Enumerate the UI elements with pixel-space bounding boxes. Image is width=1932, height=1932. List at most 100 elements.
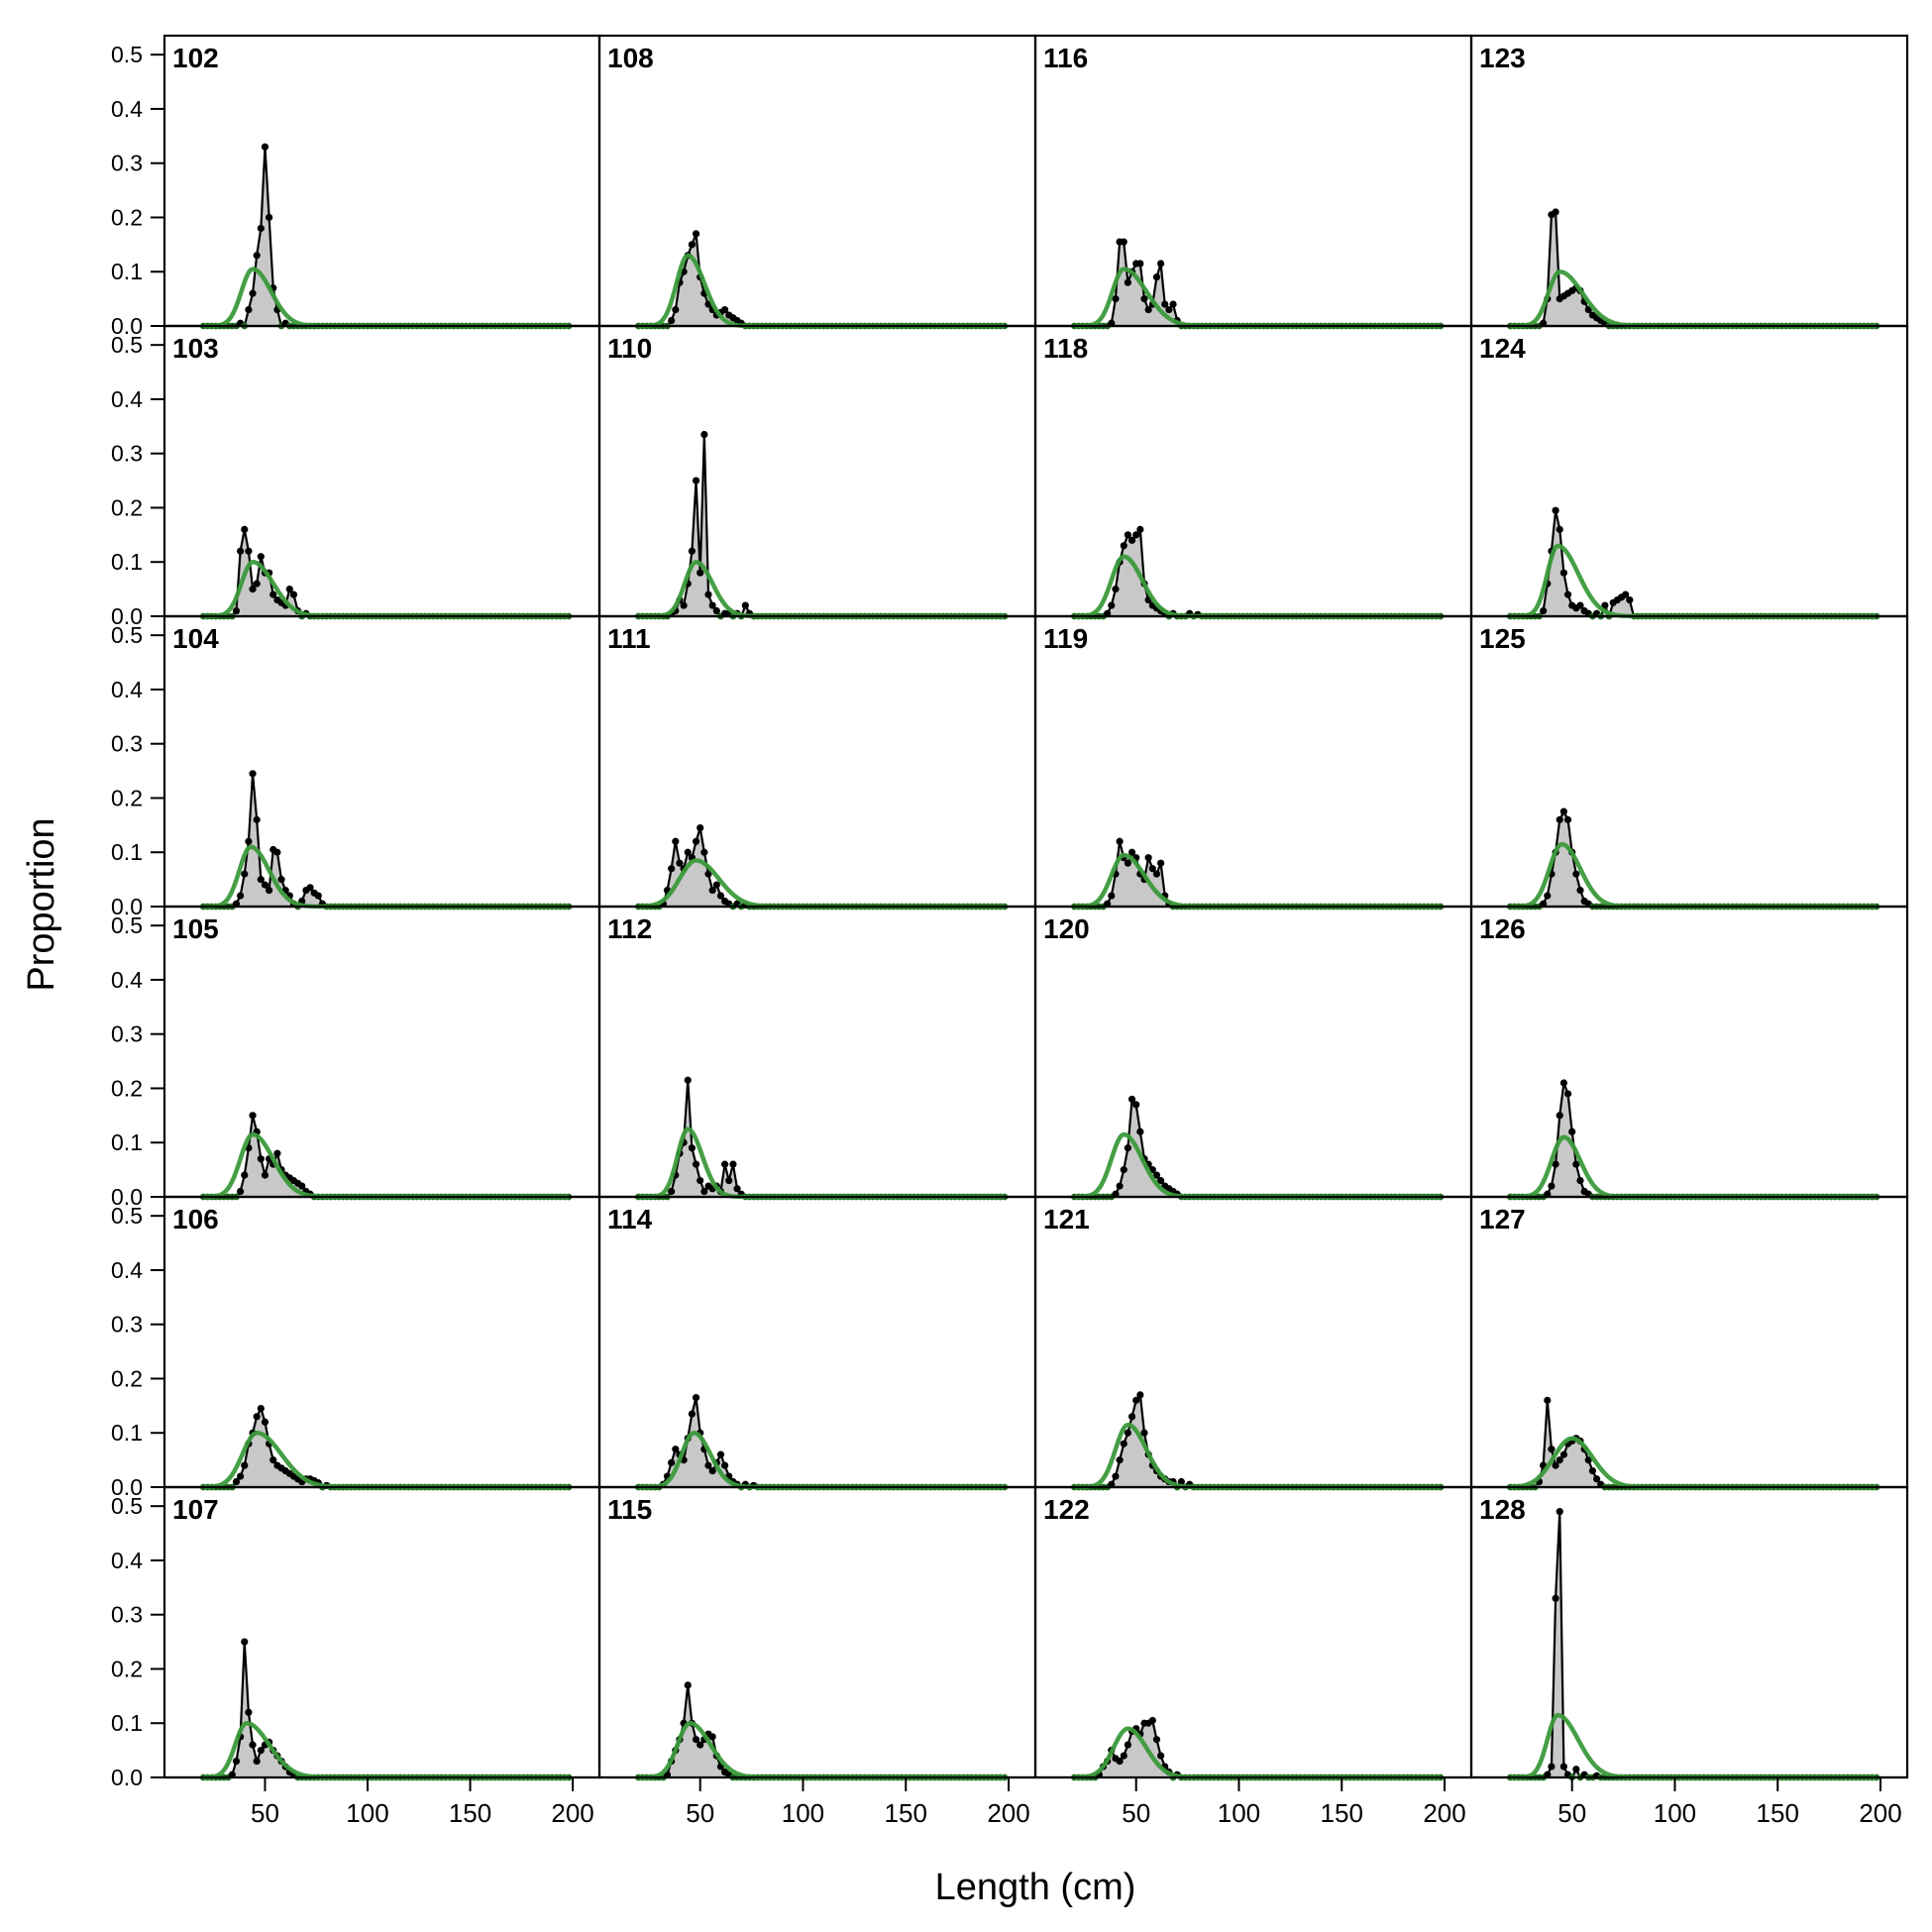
x-tick-label: 200 — [551, 1798, 593, 1828]
y-tick-label: 0.3 — [111, 1602, 143, 1628]
observed-point — [1552, 1160, 1559, 1168]
observed-point — [1552, 506, 1559, 514]
panel-label: 119 — [1043, 623, 1088, 654]
panel-label: 121 — [1043, 1204, 1090, 1234]
observed-point — [700, 430, 708, 439]
observed-point — [1124, 1429, 1131, 1437]
y-tick-label: 0.1 — [111, 1129, 143, 1155]
observed-point — [697, 823, 704, 832]
observed-point — [237, 547, 245, 555]
observed-point — [273, 848, 281, 856]
observed-point — [1120, 1166, 1127, 1174]
observed-point — [232, 1477, 241, 1486]
observed-point — [1132, 1396, 1140, 1404]
y-tick-label: 0.5 — [111, 912, 143, 938]
observed-point — [1165, 305, 1173, 314]
observed-point — [1144, 854, 1152, 862]
observed-point — [1559, 807, 1567, 815]
observed-point — [668, 1458, 676, 1466]
y-tick-label: 0.2 — [111, 1075, 143, 1101]
observed-point — [253, 1413, 261, 1421]
observed-point — [257, 553, 265, 561]
observed-point — [1588, 1466, 1597, 1475]
panel-label: 105 — [172, 913, 219, 944]
observed-point — [298, 1182, 306, 1190]
x-tick-label: 150 — [1321, 1798, 1363, 1828]
observed-point — [697, 1176, 704, 1185]
observed-point — [249, 586, 257, 593]
panel-122: 122 — [1033, 1485, 1473, 1781]
panel-label: 112 — [607, 913, 652, 944]
observed-point — [232, 606, 241, 615]
observed-point — [1559, 1079, 1567, 1087]
y-tick-label: 0.4 — [111, 677, 143, 702]
panel-label: 126 — [1479, 913, 1526, 944]
observed-point — [257, 1404, 265, 1413]
observed-point — [232, 1757, 241, 1766]
observed-point — [729, 1160, 737, 1168]
panel-label: 103 — [172, 333, 219, 364]
observed-point — [1626, 595, 1634, 604]
y-tick-label: 0.0 — [111, 1765, 143, 1790]
panel-label: 115 — [607, 1494, 652, 1525]
observed-point — [249, 289, 257, 297]
observed-point — [241, 870, 249, 878]
observed-point — [708, 1466, 716, 1475]
observed-point — [269, 1456, 277, 1464]
observed-point — [1548, 1763, 1556, 1771]
y-tick-label: 0.4 — [111, 96, 143, 122]
observed-point — [249, 1741, 257, 1749]
y-tick-label: 0.3 — [111, 1312, 143, 1338]
observed-point — [285, 586, 293, 593]
observed-point — [692, 230, 700, 238]
y-tick-label: 0.5 — [111, 332, 143, 358]
observed-point — [668, 865, 676, 873]
observed-point — [241, 1171, 249, 1179]
observed-point — [1127, 536, 1136, 544]
observed-point — [1568, 1127, 1576, 1135]
observed-point — [1112, 586, 1120, 593]
observed-point — [1120, 238, 1127, 246]
observed-point — [1116, 1456, 1124, 1464]
observed-point — [1152, 273, 1161, 281]
observed-point — [1132, 531, 1140, 539]
observed-point — [692, 837, 700, 845]
observed-point — [1563, 815, 1572, 823]
x-tick-label: 100 — [782, 1798, 824, 1828]
y-tick-label: 0.3 — [111, 151, 143, 176]
observed-area — [638, 1080, 1005, 1197]
observed-area — [638, 1684, 1005, 1777]
panel-label: 106 — [172, 1204, 219, 1234]
observed-point — [253, 252, 261, 260]
observed-point — [676, 859, 684, 867]
y-tick-label: 0.0 — [111, 1184, 143, 1210]
observed-point — [261, 143, 269, 151]
x-tick-label: 150 — [1757, 1798, 1799, 1828]
observed-point — [1161, 300, 1169, 308]
x-tick-label: 50 — [1557, 1798, 1586, 1828]
observed-point — [257, 876, 265, 884]
observed-point — [1572, 870, 1580, 878]
observed-point — [697, 569, 704, 577]
y-tick-label: 0.0 — [111, 894, 143, 919]
observed-point — [266, 886, 273, 895]
observed-point — [721, 1160, 729, 1168]
panel-label: 107 — [172, 1494, 219, 1525]
observed-point — [1544, 892, 1552, 900]
panel-128: 128 — [1469, 1485, 1909, 1781]
observed-point — [688, 1410, 696, 1418]
observed-point — [716, 1450, 725, 1458]
y-tick-label: 0.1 — [111, 259, 143, 284]
observed-point — [1148, 1716, 1156, 1725]
observed-point — [1148, 865, 1156, 873]
observed-point — [261, 1171, 269, 1179]
observed-point — [1548, 1182, 1556, 1190]
observed-point — [692, 1160, 700, 1168]
observed-point — [684, 1076, 692, 1084]
observed-point — [1576, 1176, 1584, 1185]
observed-point — [1116, 1182, 1124, 1190]
observed-point — [261, 1418, 269, 1426]
observed-point — [1584, 1456, 1592, 1464]
observed-point — [1116, 1757, 1124, 1766]
observed-point — [245, 305, 253, 314]
